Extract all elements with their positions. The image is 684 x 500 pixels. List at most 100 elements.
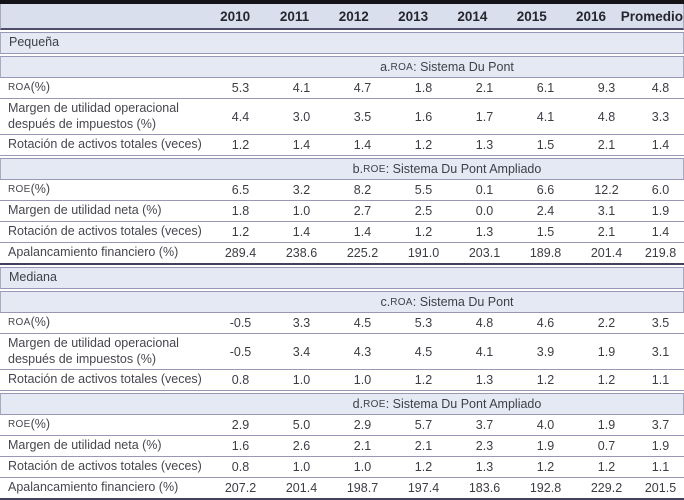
group-label: Mediana	[9, 270, 57, 285]
column-header-year: 2013	[398, 8, 429, 24]
value-cell: 12.2	[594, 183, 619, 197]
group-row: Mediana	[0, 267, 684, 289]
value-cell: 189.8	[529, 246, 562, 260]
value-cell: 2.1	[597, 225, 616, 239]
value-cell: 3.0	[292, 109, 311, 124]
value-cell: 3.9	[536, 344, 555, 359]
table-row: Apalancamiento financiero (%) 207.2 201.4 1…	[0, 478, 684, 500]
row-label: ROE (%)	[0, 415, 210, 435]
column-header-year: 2011	[279, 8, 310, 24]
value-cell: 3.1	[597, 204, 616, 218]
section-row: c. ROA: Sistema Du Pont	[0, 291, 684, 313]
row-label-acronym: ROE	[8, 184, 31, 196]
row-label: Margen de utilidad operacional después d…	[8, 336, 179, 366]
value-cell: 0.8	[231, 373, 250, 387]
value-cell: 1.4	[353, 138, 372, 152]
table-row: Rotación de activos totales (veces) 1.2 1.…	[0, 222, 684, 243]
value-cell: 1.1	[651, 373, 670, 387]
value-cell: 2.5	[414, 204, 433, 218]
row-label-acronym: ROA	[8, 82, 31, 94]
row-label: ROA (%)	[0, 313, 210, 333]
value-cell: 2.4	[536, 204, 555, 218]
table-row: Margen de utilidad neta (%) 1.8 1.0 2.7 2.5 0…	[0, 201, 684, 222]
value-cell: 4.0	[536, 418, 555, 432]
value-cell: 2.3	[475, 439, 494, 453]
value-cell: 4.1	[292, 81, 311, 95]
table-row: Rotación de activos totales (veces) 1.2 1.…	[0, 135, 684, 156]
value-cell: 2.9	[231, 418, 250, 432]
value-cell: 1.9	[651, 204, 670, 218]
section-title-rest: : Sistema Du Pont Ampliado	[385, 162, 542, 176]
value-cell: 1.0	[292, 460, 311, 474]
value-cell: 1.0	[292, 373, 311, 387]
section-title-prefix: d.	[352, 397, 364, 411]
value-cell: 9.3	[597, 81, 616, 95]
row-label: ROE (%)	[0, 180, 210, 200]
value-cell: 0.7	[597, 439, 616, 453]
value-cell: 6.1	[536, 81, 555, 95]
value-cell: 4.6	[536, 316, 555, 330]
value-cell: 203.1	[468, 246, 501, 260]
value-cell: 5.0	[292, 418, 311, 432]
value-cell: 2.1	[475, 81, 494, 95]
section-title: c. ROA: Sistema Du Pont	[211, 292, 683, 312]
section-title-acronym: ROE	[363, 163, 386, 175]
value-cell: 198.7	[346, 481, 379, 495]
row-label: Rotación de activos totales (veces)	[8, 459, 202, 474]
value-cell: 1.2	[414, 138, 433, 152]
table-row: Margen de utilidad operacional después d…	[0, 99, 684, 135]
section-title-acronym: ROE	[363, 398, 386, 410]
section-title-acronym: ROA	[390, 296, 413, 308]
value-cell: 201.4	[285, 481, 318, 495]
value-cell: 201.5	[644, 481, 677, 495]
value-cell: 4.5	[353, 316, 372, 330]
value-cell: 1.3	[475, 225, 494, 239]
value-cell: 0.1	[475, 183, 494, 197]
section-title: b. ROE: Sistema Du Pont Ampliado	[211, 159, 683, 179]
row-label: Apalancamiento financiero (%)	[8, 480, 179, 495]
section-empty-cell	[1, 394, 211, 414]
value-cell: 1.2	[231, 138, 250, 152]
value-cell: 1.4	[651, 138, 670, 152]
value-cell: 1.4	[292, 138, 311, 152]
column-header-year: 2012	[338, 8, 369, 24]
value-cell: -0.5	[229, 316, 252, 330]
column-header-year: 2016	[576, 8, 607, 24]
table-row: ROE (%) 2.9 5.0 2.9 5.7 3.7 4.0 1.9 3.7	[0, 415, 684, 436]
row-label-acronym: ROE	[8, 419, 31, 431]
value-cell: 3.5	[651, 316, 670, 330]
row-label-rest: (%)	[30, 417, 51, 432]
value-cell: 1.2	[536, 460, 555, 474]
value-cell: 1.4	[292, 225, 311, 239]
value-cell: 5.3	[231, 81, 250, 95]
row-label-rest: (%)	[30, 315, 51, 330]
value-cell: 197.4	[407, 481, 440, 495]
row-label: Margen de utilidad neta (%)	[8, 203, 162, 218]
value-cell: 4.7	[353, 81, 372, 95]
value-cell: 219.8	[644, 246, 677, 260]
table-row: ROA (%) 5.3 4.1 4.7 1.8 2.1 6.1 9.3 4.8	[0, 78, 684, 99]
table-row: Rotación de activos totales (veces) 0.8 1.…	[0, 457, 684, 478]
group-label: Pequeña	[9, 35, 60, 50]
value-cell: 3.7	[475, 418, 494, 432]
section-row: d. ROE: Sistema Du Pont Ampliado	[0, 393, 684, 415]
value-cell: 6.0	[651, 183, 670, 197]
value-cell: 183.6	[468, 481, 501, 495]
value-cell: 0.8	[231, 460, 250, 474]
section-title-prefix: b.	[352, 162, 364, 176]
row-label: Rotación de activos totales (veces)	[8, 224, 202, 239]
value-cell: 2.9	[353, 418, 372, 432]
column-header-promedio: Promedio	[620, 8, 683, 24]
value-cell: 5.5	[414, 183, 433, 197]
value-cell: 1.4	[651, 225, 670, 239]
value-cell: 8.2	[353, 183, 372, 197]
value-cell: 192.8	[529, 481, 562, 495]
value-cell: 1.1	[651, 460, 670, 474]
column-header-year: 2014	[457, 8, 488, 24]
section-title: d. ROE: Sistema Du Pont Ampliado	[211, 394, 683, 414]
value-cell: 4.8	[475, 316, 494, 330]
value-cell: 238.6	[285, 246, 318, 260]
table-row: ROA (%) -0.5 3.3 4.5 5.3 4.8 4.6 2.2 3.5	[0, 313, 684, 334]
value-cell: 1.0	[353, 373, 372, 387]
